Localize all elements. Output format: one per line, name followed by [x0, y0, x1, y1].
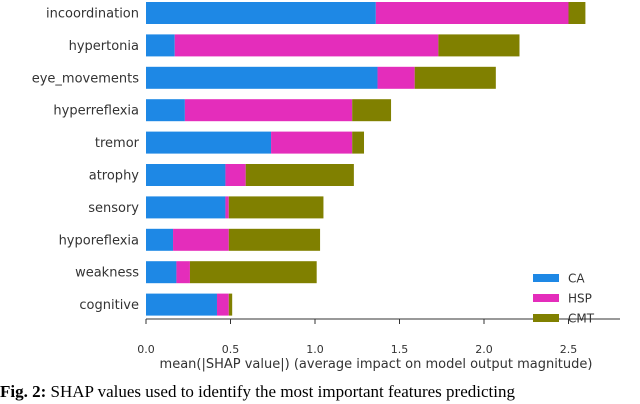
- legend-swatch-hsp: [533, 294, 559, 302]
- bar-tremor-cmt: [352, 131, 365, 154]
- bar-weakness-cmt: [189, 261, 317, 284]
- x-tick-label: 2.0: [475, 343, 493, 356]
- bar-hypertonia-cmt: [438, 34, 520, 57]
- bar-eye_movements-hsp: [377, 66, 415, 89]
- figure-caption: Fig. 2: SHAP values used to identify the…: [0, 380, 640, 404]
- x-tick-label: 2.5: [560, 343, 578, 356]
- bar-cognitive-ca: [146, 293, 217, 316]
- bar-cognitive-hsp: [216, 293, 229, 316]
- bar-hypertonia-hsp: [174, 34, 439, 57]
- feature-label-hyporeflexia: hyporeflexia: [59, 233, 139, 248]
- bar-sensory-cmt: [228, 196, 324, 219]
- caption-text: SHAP values used to identify the most im…: [50, 382, 515, 401]
- bar-hyperreflexia-cmt: [352, 99, 392, 122]
- bar-weakness-hsp: [176, 261, 190, 284]
- x-tick-label: 1.0: [306, 343, 324, 356]
- bar-incoordination-ca: [146, 2, 376, 24]
- bar-hyperreflexia-ca: [146, 99, 185, 122]
- caption-label: Fig. 2:: [0, 382, 47, 401]
- bar-sensory-ca: [146, 196, 226, 219]
- feature-label-sensory: sensory: [88, 201, 139, 216]
- feature-label-hypertonia: hypertonia: [69, 39, 139, 54]
- bar-sensory-hsp: [225, 196, 229, 219]
- bar-hyporeflexia-ca: [146, 228, 174, 251]
- x-tick-label: 1.5: [391, 343, 409, 356]
- feature-label-incoordination: incoordination: [46, 7, 139, 22]
- x-tick-label: 0.0: [137, 343, 155, 356]
- x-axis-ticks: 0.0 0.5 1.0 1.5 2.0 2.5: [137, 319, 577, 356]
- feature-label-cognitive: cognitive: [79, 298, 139, 313]
- bar-eye_movements-cmt: [414, 66, 496, 89]
- bar-atrophy-hsp: [225, 164, 246, 186]
- bar-hyporeflexia-cmt: [228, 228, 321, 251]
- bar-atrophy-ca: [146, 164, 226, 186]
- feature-label-hyperreflexia: hyperreflexia: [53, 104, 139, 119]
- legend-swatch-ca: [533, 274, 559, 282]
- bar-eye_movements-ca: [146, 66, 378, 89]
- bar-weakness-ca: [146, 261, 177, 284]
- feature-labels: incoordination hypertonia eye_movementshyp…: [32, 7, 140, 314]
- feature-label-atrophy: atrophy: [89, 169, 140, 184]
- bar-cognitive-cmt: [228, 293, 233, 316]
- bar-hyporeflexia-hsp: [173, 228, 229, 251]
- legend-swatch-cmt: [533, 314, 559, 322]
- x-axis-title: mean(|SHAP value|) (average impact on mo…: [160, 357, 593, 372]
- bar-tremor-ca: [146, 131, 272, 154]
- bar-incoordination-hsp: [375, 2, 569, 24]
- x-tick-label: 0.5: [222, 343, 240, 356]
- legend-label-cmt: CMT: [568, 312, 595, 326]
- bar-incoordination-cmt: [568, 2, 586, 24]
- bar-hyperreflexia-hsp: [184, 99, 353, 122]
- bars-layer: [146, 2, 586, 316]
- feature-label-tremor: tremor: [95, 136, 140, 151]
- feature-label-weakness: weakness: [75, 266, 139, 281]
- bar-hypertonia-ca: [146, 34, 175, 57]
- bar-atrophy-cmt: [245, 164, 354, 186]
- bar-tremor-hsp: [271, 131, 353, 154]
- legend-label-ca: CA: [568, 272, 585, 286]
- legend-label-hsp: HSP: [568, 292, 592, 306]
- feature-label-eye_movements: eye_movements: [32, 71, 139, 86]
- legend: CA HSP CMT: [533, 272, 595, 326]
